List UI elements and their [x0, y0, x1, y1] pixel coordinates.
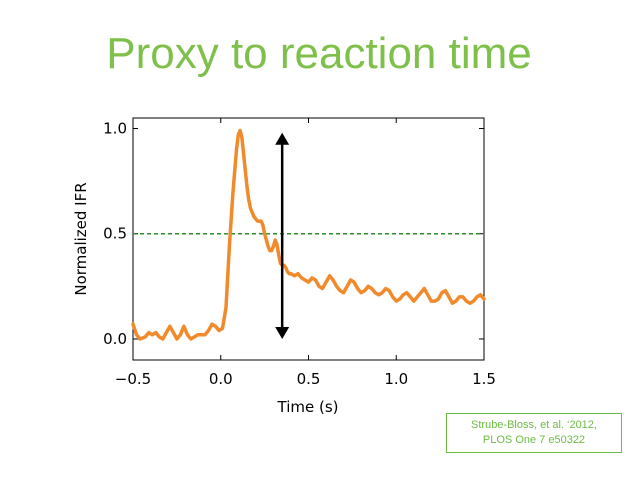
y-tick-label: 0.5	[103, 225, 127, 243]
citation-line-1: Strube-Bloss, et al. ‘2012,	[471, 419, 597, 431]
arrow-head-top	[275, 132, 290, 145]
x-axis-label: Time (s)	[277, 398, 339, 416]
y-tick-label: 1.0	[103, 120, 127, 138]
x-tick-label: 0.5	[297, 370, 321, 388]
axis-ticks	[132, 118, 485, 360]
reaction-time-arrow	[275, 132, 290, 339]
x-tick-label: 1.0	[384, 370, 408, 388]
citation-box: Strube-Bloss, et al. ‘2012, PLOS One 7 e…	[446, 413, 622, 453]
ifr-series-line	[131, 128, 486, 341]
x-tick-label: 1.5	[472, 370, 496, 388]
axis-tick-labels: −0.5 0.0 0.5 1.0 1.5 0.0 0.5 1.0	[103, 120, 496, 388]
slide-title: Proxy to reaction time	[106, 29, 532, 78]
y-axis-label: Normalized IFR	[72, 182, 90, 295]
plot-area-frame	[132, 117, 485, 361]
y-tick-label: 0.0	[103, 330, 127, 348]
arrow-head-bottom	[275, 326, 290, 339]
citation-line-2: PLOS One 7 e50322	[482, 434, 586, 446]
x-tick-label: 0.0	[209, 370, 233, 388]
x-tick-label: −0.5	[115, 370, 151, 388]
